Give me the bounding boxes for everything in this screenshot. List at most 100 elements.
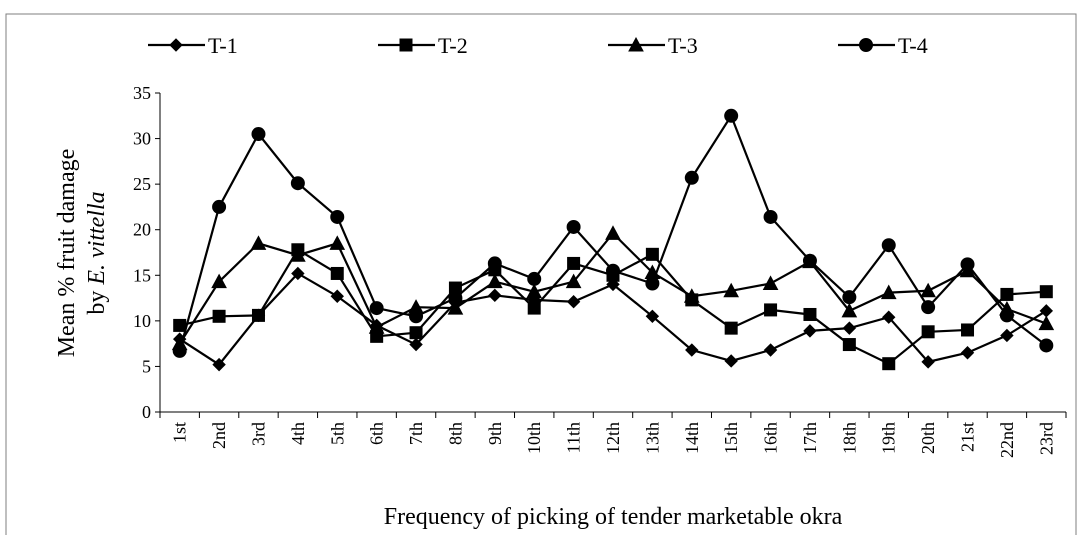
marker bbox=[368, 319, 385, 334]
x-tick-label: 8th bbox=[445, 422, 465, 445]
x-tick-label: 21st bbox=[958, 422, 978, 452]
marker bbox=[724, 321, 738, 335]
marker bbox=[448, 291, 463, 306]
marker bbox=[1039, 304, 1054, 318]
marker bbox=[880, 284, 897, 300]
marker bbox=[212, 357, 226, 372]
x-tick-label: 13th bbox=[642, 422, 662, 454]
x-tick-label: 7th bbox=[406, 422, 426, 445]
marker bbox=[803, 324, 817, 338]
marker bbox=[724, 354, 738, 368]
marker bbox=[172, 343, 187, 358]
y-tick-label: 10 bbox=[133, 311, 151, 331]
marker bbox=[645, 276, 660, 291]
marker bbox=[330, 209, 345, 224]
marker bbox=[961, 323, 975, 337]
legend-marker bbox=[399, 38, 413, 52]
marker bbox=[1039, 285, 1053, 299]
x-tick-label: 10th bbox=[524, 422, 544, 454]
marker bbox=[291, 266, 305, 281]
legend-label: T-3 bbox=[668, 33, 698, 58]
marker bbox=[763, 343, 778, 357]
marker bbox=[409, 309, 424, 324]
marker bbox=[645, 309, 660, 324]
marker bbox=[526, 283, 543, 299]
marker bbox=[841, 302, 858, 318]
marker bbox=[645, 247, 659, 261]
x-tick-label: 15th bbox=[721, 422, 741, 454]
marker bbox=[487, 256, 502, 271]
y-tick-label: 35 bbox=[133, 83, 151, 103]
marker bbox=[999, 308, 1014, 323]
marker bbox=[409, 326, 423, 340]
marker bbox=[330, 289, 344, 303]
marker bbox=[842, 321, 857, 335]
x-tick-label: 2nd bbox=[209, 422, 229, 449]
x-tick-label: 11th bbox=[564, 422, 584, 453]
marker bbox=[802, 253, 817, 268]
x-tick-label: 16th bbox=[761, 422, 781, 454]
marker bbox=[567, 256, 581, 270]
x-tick-label: 9th bbox=[485, 422, 505, 445]
y-axis-title-line: by E. vittella bbox=[84, 191, 110, 314]
marker bbox=[762, 275, 779, 290]
x-tick-label: 14th bbox=[682, 422, 702, 454]
marker bbox=[212, 309, 226, 323]
marker bbox=[684, 170, 699, 185]
marker bbox=[527, 271, 542, 286]
marker bbox=[882, 357, 896, 371]
y-tick-label: 0 bbox=[142, 402, 151, 422]
x-tick-label: 22nd bbox=[997, 422, 1017, 458]
marker bbox=[960, 257, 975, 272]
legend-marker bbox=[628, 36, 644, 52]
marker bbox=[290, 247, 306, 262]
legend-marker bbox=[859, 38, 873, 52]
marker bbox=[1000, 287, 1014, 301]
legend-label: T-4 bbox=[898, 33, 928, 58]
x-axis-title: Frequency of picking of tender marketabl… bbox=[384, 504, 843, 530]
marker bbox=[1038, 315, 1055, 331]
marker bbox=[173, 318, 187, 332]
marker bbox=[251, 308, 265, 322]
y-tick-label: 25 bbox=[133, 174, 151, 194]
marker bbox=[921, 325, 935, 339]
marker bbox=[212, 199, 227, 214]
x-tick-label: 18th bbox=[839, 422, 859, 454]
marker bbox=[960, 346, 975, 360]
marker bbox=[250, 235, 267, 250]
x-tick-label: 1st bbox=[170, 422, 190, 443]
legend-label: T-2 bbox=[438, 33, 468, 58]
marker bbox=[685, 343, 699, 357]
marker bbox=[486, 273, 503, 289]
y-axis-title-part: by bbox=[84, 285, 110, 315]
x-tick-label: 20th bbox=[918, 422, 938, 454]
x-tick-label: 17th bbox=[800, 422, 820, 454]
x-tick-label: 23rd bbox=[1036, 422, 1056, 455]
marker bbox=[1039, 338, 1054, 353]
y-axis-title-part: E. vittella bbox=[84, 191, 110, 285]
marker bbox=[527, 301, 541, 315]
marker bbox=[803, 307, 817, 321]
x-tick-label: 12th bbox=[603, 422, 623, 454]
marker bbox=[763, 209, 778, 224]
marker bbox=[881, 238, 896, 253]
marker bbox=[566, 219, 581, 234]
marker bbox=[566, 295, 581, 309]
marker bbox=[565, 273, 582, 289]
marker bbox=[1000, 328, 1014, 343]
marker bbox=[488, 288, 502, 303]
marker bbox=[842, 338, 856, 352]
y-tick-label: 15 bbox=[133, 265, 151, 285]
marker bbox=[409, 337, 423, 352]
marker bbox=[842, 290, 857, 305]
marker bbox=[921, 300, 936, 315]
y-axis-title-line: Mean % fruit damage bbox=[54, 149, 80, 358]
y-tick-label: 5 bbox=[142, 356, 151, 376]
marker bbox=[251, 127, 266, 142]
marker bbox=[330, 266, 344, 280]
x-tick-label: 4th bbox=[288, 422, 308, 445]
marker bbox=[329, 235, 346, 250]
marker bbox=[605, 225, 621, 240]
legend-marker bbox=[169, 38, 183, 52]
